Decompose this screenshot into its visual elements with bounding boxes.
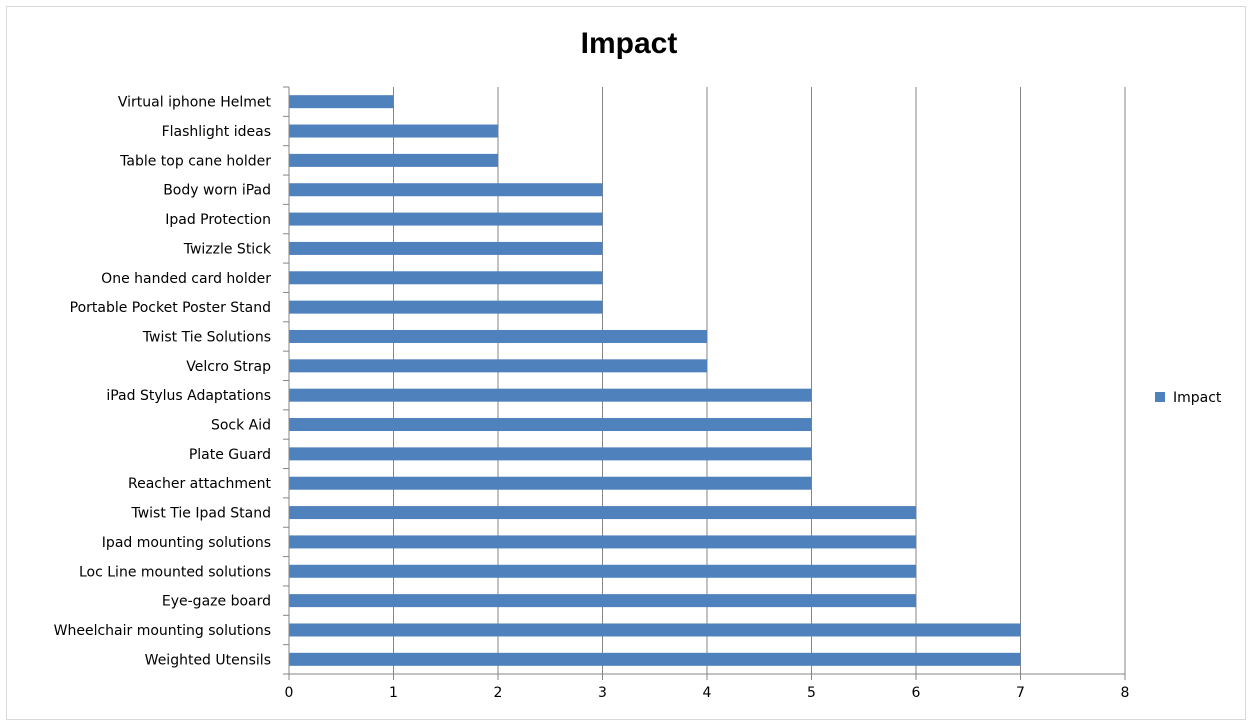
- category-label: Loc Line mounted solutions: [79, 564, 271, 580]
- bar: [289, 535, 916, 549]
- category-label: Virtual iphone Helmet: [118, 95, 272, 111]
- bar: [289, 241, 603, 255]
- bar: [289, 329, 707, 343]
- category-label: Weighted Utensils: [145, 652, 271, 668]
- category-label: Ipad mounting solutions: [102, 535, 271, 551]
- legend-label: Impact: [1173, 390, 1222, 406]
- x-tick-label: 1: [389, 685, 398, 701]
- chart-area: Impact Virtual iphone Helmet Flashlight i…: [6, 6, 1246, 720]
- category-labels: Virtual iphone Helmet Flashlight ideas Tab…: [54, 95, 272, 669]
- bar: [289, 476, 812, 490]
- bar: [289, 623, 1021, 637]
- chart-title: Impact: [581, 27, 678, 60]
- bar: [289, 594, 916, 608]
- x-tick-label: 3: [598, 685, 607, 701]
- bar: [289, 388, 812, 402]
- bar: [289, 652, 1021, 666]
- bar: [289, 359, 707, 373]
- category-label: Twist Tie Solutions: [142, 329, 271, 345]
- bar: [289, 418, 812, 432]
- x-tick-label: 5: [807, 685, 816, 701]
- x-tick-label: 8: [1121, 685, 1130, 701]
- bar: [289, 564, 916, 578]
- gridlines: [393, 87, 1126, 674]
- bar: [289, 95, 394, 109]
- category-label: Flashlight ideas: [162, 124, 271, 140]
- category-label: iPad Stylus Adaptations: [106, 388, 271, 404]
- category-label: Twist Tie Ipad Stand: [130, 506, 271, 522]
- category-label: Portable Pocket Poster Stand: [70, 300, 271, 316]
- category-label: Ipad Protection: [165, 212, 271, 228]
- category-label: Table top cane holder: [119, 153, 271, 169]
- bar: [289, 124, 498, 138]
- bar-chart: Impact Virtual iphone Helmet Flashlight i…: [54, 27, 1222, 701]
- bar: [289, 183, 603, 197]
- x-tick-label: 2: [494, 685, 503, 701]
- category-label: Eye-gaze board: [162, 594, 271, 610]
- x-tick-labels: 0 1 2 3 4 5 6 7 8: [285, 685, 1130, 701]
- legend-swatch: [1155, 392, 1165, 402]
- category-label: Reacher attachment: [128, 476, 272, 492]
- bar: [289, 212, 603, 226]
- x-tick-label: 7: [1016, 685, 1025, 701]
- category-label: One handed card holder: [101, 271, 271, 287]
- category-label: Sock Aid: [211, 418, 271, 434]
- bar: [289, 153, 498, 167]
- category-label: Twizzle Stick: [183, 241, 272, 257]
- category-label: Plate Guard: [189, 447, 271, 463]
- bar: [289, 300, 603, 314]
- bar: [289, 271, 603, 285]
- category-label: Velcro Strap: [186, 359, 271, 375]
- bar: [289, 447, 812, 461]
- bars: [289, 95, 1021, 666]
- bar: [289, 506, 916, 520]
- axes: [283, 86, 1126, 680]
- x-tick-label: 0: [285, 685, 294, 701]
- x-tick-label: 6: [912, 685, 921, 701]
- category-label: Wheelchair mounting solutions: [54, 623, 271, 639]
- category-label: Body worn iPad: [163, 183, 271, 199]
- x-tick-label: 4: [703, 685, 712, 701]
- legend: Impact: [1155, 390, 1222, 406]
